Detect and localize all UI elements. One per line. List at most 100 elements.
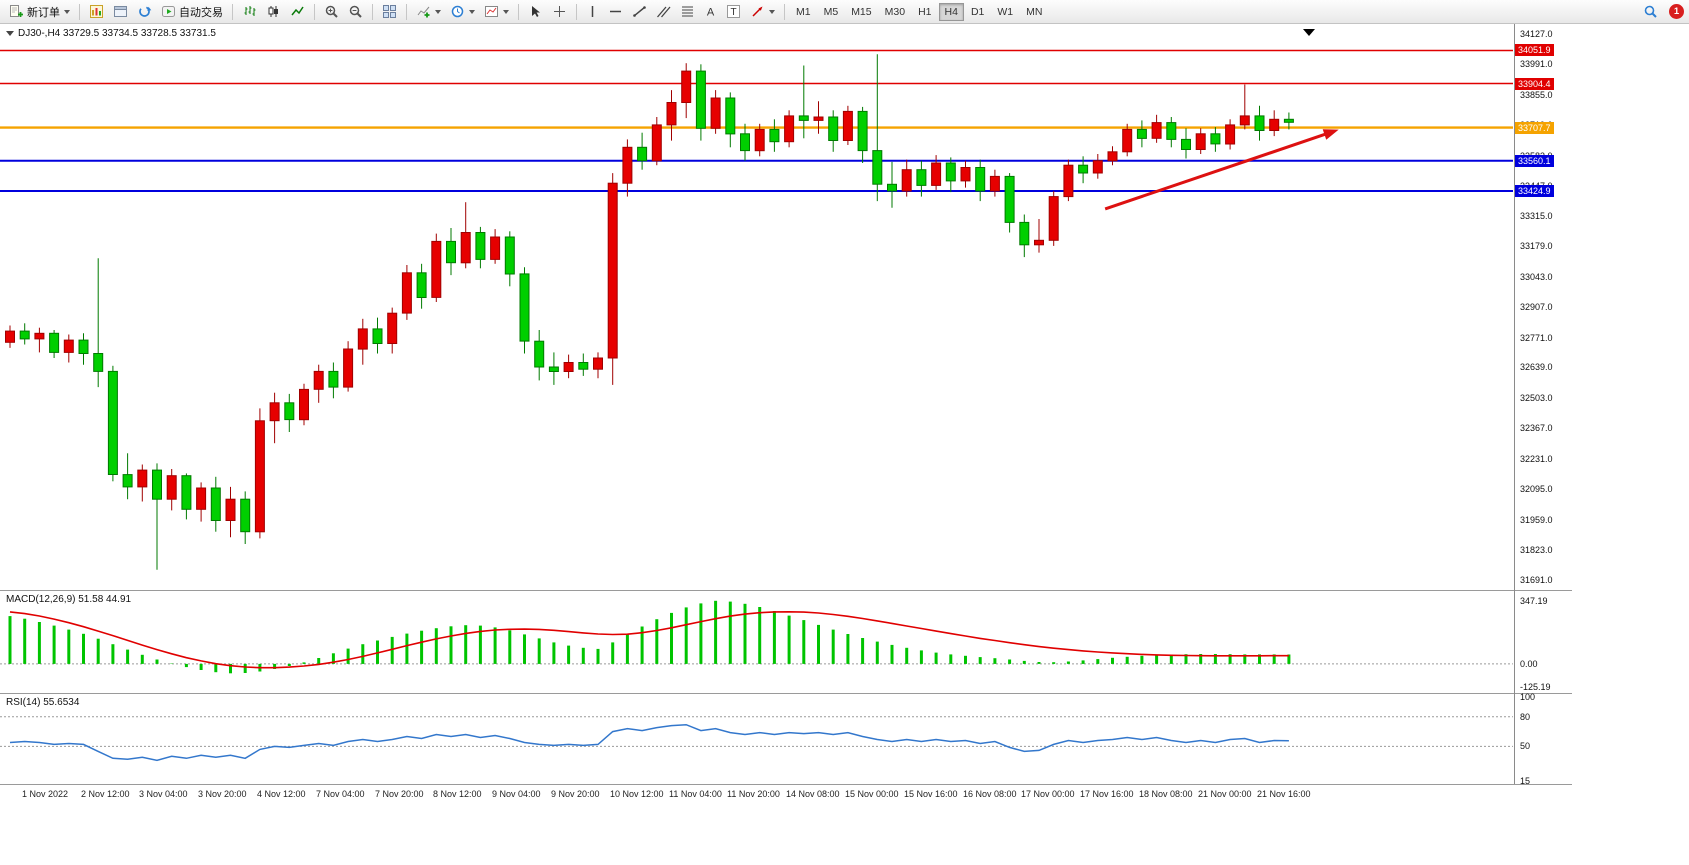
new-chart-icon xyxy=(90,5,103,18)
time-axis-label: 7 Nov 04:00 xyxy=(316,789,365,799)
price-axis-border xyxy=(1514,24,1515,784)
new-chart-button[interactable] xyxy=(85,1,108,22)
channel-icon xyxy=(657,6,671,18)
dropdown-icon[interactable] xyxy=(6,31,14,36)
autotrade-label: 自动交易 xyxy=(179,6,223,19)
toolbar-separator xyxy=(372,3,373,20)
fibonacci-button[interactable] xyxy=(676,1,699,22)
search-button[interactable] xyxy=(1639,1,1662,22)
trendline-button[interactable] xyxy=(628,1,651,22)
svg-text:A: A xyxy=(707,7,715,19)
refresh-icon xyxy=(139,6,152,17)
price-axis-label: 31959.0 xyxy=(1520,515,1553,525)
timeframe-h4-button[interactable]: H4 xyxy=(938,2,964,21)
bar-chart-button[interactable] xyxy=(238,1,261,22)
time-axis-label: 3 Nov 04:00 xyxy=(139,789,188,799)
chevron-down-icon xyxy=(64,9,70,14)
horizontal-line-button[interactable] xyxy=(604,1,627,22)
rsi-panel[interactable] xyxy=(0,694,1513,784)
toolbar-separator xyxy=(518,3,519,20)
time-axis-label: 21 Nov 16:00 xyxy=(1257,789,1311,799)
macd-histogram xyxy=(8,600,1291,674)
svg-text:T: T xyxy=(730,7,736,18)
chevron-down-icon xyxy=(769,9,775,14)
time-axis-label: 14 Nov 08:00 xyxy=(786,789,840,799)
toolbar: 新订单 自动交易 xyxy=(0,0,1689,24)
chevron-down-icon xyxy=(503,9,509,14)
chevron-down-icon xyxy=(469,9,475,14)
zoom-out-button[interactable] xyxy=(344,1,367,22)
symbol-ohlc-text: DJ30-,H4 33729.5 33734.5 33728.5 33731.5 xyxy=(18,28,216,39)
autotrade-button[interactable]: 自动交易 xyxy=(157,1,227,23)
price-axis-label: 31823.0 xyxy=(1520,545,1553,555)
time-axis-label: 15 Nov 00:00 xyxy=(845,789,899,799)
cursor-button[interactable] xyxy=(524,1,547,22)
new-order-button[interactable]: 新订单 xyxy=(5,1,74,23)
price-axis-label: 34127.0 xyxy=(1520,29,1553,39)
timeframe-mn-button[interactable]: MN xyxy=(1026,5,1043,18)
crosshair-button[interactable] xyxy=(548,1,571,22)
time-axis-label: 18 Nov 08:00 xyxy=(1139,789,1193,799)
time-axis-label: 8 Nov 12:00 xyxy=(433,789,482,799)
price-line-badge: 33707.7 xyxy=(1515,122,1554,134)
time-axis-label: 16 Nov 08:00 xyxy=(963,789,1017,799)
new-order-icon xyxy=(10,5,23,17)
time-axis-label: 9 Nov 20:00 xyxy=(551,789,600,799)
panel-separator[interactable] xyxy=(0,590,1572,591)
price-axis-label: 33991.0 xyxy=(1520,59,1553,69)
timeframe-d1-button[interactable]: D1 xyxy=(970,5,985,18)
time-axis-label: 15 Nov 16:00 xyxy=(904,789,958,799)
rsi-axis-label: 15 xyxy=(1520,776,1531,786)
text-button[interactable]: A xyxy=(700,1,721,22)
time-axis-label: 17 Nov 16:00 xyxy=(1080,789,1134,799)
timeframe-m30-button[interactable]: M30 xyxy=(884,5,906,18)
refresh-button[interactable] xyxy=(133,1,156,22)
price-axis-label: 33855.0 xyxy=(1520,90,1553,100)
price-line-badge: 33560.1 xyxy=(1515,155,1554,167)
main-price-chart[interactable] xyxy=(0,24,1513,590)
line-chart-icon xyxy=(291,6,304,16)
arrows-tool-button[interactable] xyxy=(746,1,779,22)
price-axis-label: 32503.0 xyxy=(1520,393,1553,403)
vertical-line-icon xyxy=(591,6,594,17)
price-axis-label: 32907.0 xyxy=(1520,302,1553,312)
price-axis-label: 32231.0 xyxy=(1520,454,1553,464)
time-axis-label: 11 Nov 04:00 xyxy=(669,789,722,799)
price-line-badge: 34051.9 xyxy=(1515,44,1554,56)
timeframe-h1-button[interactable]: H1 xyxy=(918,5,932,18)
candlestick-chart-button[interactable] xyxy=(262,1,285,22)
timeframe-m15-button[interactable]: M15 xyxy=(851,5,872,18)
candles xyxy=(5,54,1294,570)
fibonacci-icon xyxy=(682,6,693,17)
zoom-in-button[interactable] xyxy=(320,1,343,22)
indicators-button[interactable] xyxy=(412,1,445,22)
notification-badge[interactable]: 1 xyxy=(1669,4,1684,19)
profiles-button[interactable] xyxy=(109,1,132,22)
chart-shift-marker xyxy=(1303,29,1315,36)
text-label-button[interactable]: T xyxy=(722,1,745,22)
vertical-line-button[interactable] xyxy=(582,1,603,22)
macd-axis-label: 347.19 xyxy=(1520,596,1548,606)
templates-button[interactable] xyxy=(480,1,513,22)
price-axis: 34127.033991.033855.033719.033583.033447… xyxy=(1515,24,1577,804)
price-axis-label: 32095.0 xyxy=(1520,484,1553,494)
timeframe-w1-button[interactable]: W1 xyxy=(997,5,1014,18)
toolbar-separator xyxy=(232,3,233,20)
price-axis-label: 33315.0 xyxy=(1520,211,1553,221)
tile-windows-button[interactable] xyxy=(378,1,401,22)
trend-arrow-annotation xyxy=(1104,129,1339,211)
chart-window: 34127.033991.033855.033719.033583.033447… xyxy=(0,24,1689,865)
timeframe-m5-button[interactable]: M5 xyxy=(823,5,839,18)
autotrade-icon xyxy=(162,6,175,17)
periods-button[interactable] xyxy=(446,1,479,22)
line-chart-button[interactable] xyxy=(286,1,309,22)
panel-separator[interactable] xyxy=(0,693,1572,694)
timeframe-m1-button[interactable]: M1 xyxy=(796,5,811,18)
time-axis-label: 17 Nov 00:00 xyxy=(1021,789,1075,799)
trendline-icon xyxy=(633,6,646,17)
tile-windows-icon xyxy=(383,5,396,18)
zoom-in-icon xyxy=(325,5,338,18)
channel-button[interactable] xyxy=(652,1,675,22)
rsi-line xyxy=(9,723,1289,762)
macd-panel[interactable] xyxy=(0,591,1513,693)
